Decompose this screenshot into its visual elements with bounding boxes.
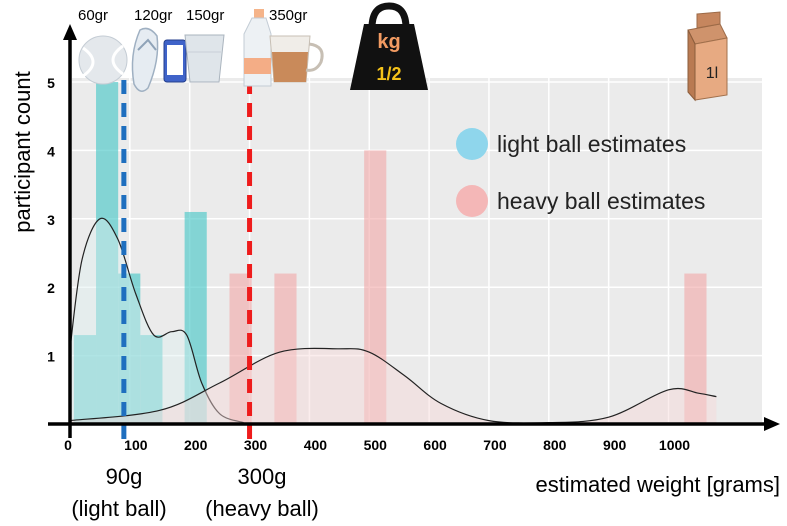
legend-label-heavy: heavy ball estimates: [497, 188, 705, 214]
flip-flop-icon: [131, 27, 159, 92]
density-fill-1: [70, 348, 717, 424]
x-axis-title: estimated weight [grams]: [535, 472, 780, 497]
y-tick-label-4: 4: [47, 143, 55, 159]
y-axis-title: participant count: [10, 71, 35, 232]
glass-icon: [184, 34, 225, 83]
water-bottle-icon: [243, 9, 272, 87]
reference-lines: [121, 80, 253, 440]
x-tick-label-200: 200: [184, 437, 208, 453]
tennis-ball-weight-label: 60gr: [78, 7, 108, 24]
y-tick-label-5: 5: [47, 75, 55, 91]
legend-swatch-heavy: [456, 185, 488, 217]
milk-carton-icon: 1l: [687, 11, 728, 102]
light-ball-weight-label: 90g: [106, 464, 143, 489]
phone-glass-weight-label: 150gr: [186, 7, 224, 24]
light-bar-4: [184, 211, 207, 424]
kettlebell-unit-label: kg: [377, 31, 400, 53]
reference-labels: 90g (light ball) 300g (heavy ball): [71, 464, 319, 521]
x-tick-label-600: 600: [423, 437, 447, 453]
legend-swatch-light: [456, 128, 488, 160]
density-fill-0: [70, 218, 244, 424]
weight-reference-icons: 60gr 120gr 150gr 350gr: [78, 2, 728, 102]
x-tick-label-800: 800: [543, 437, 567, 453]
heavy-bar-0: [229, 273, 252, 424]
light-ball-caption: (light ball): [71, 496, 166, 521]
flip-flop-weight-label: 120gr: [134, 7, 172, 24]
heavy-ball-caption: (heavy ball): [205, 496, 319, 521]
density-curve-0: [69, 217, 244, 424]
kettlebell-weight-icon: kg 1/2: [350, 2, 428, 90]
heavy-bar-3: [684, 273, 707, 424]
kettlebell-fraction-label: 1/2: [376, 64, 401, 84]
x-axis-arrow: [764, 417, 780, 431]
axes: [48, 24, 780, 438]
heavy-bar-1: [274, 273, 297, 424]
x-tick-label-500: 500: [364, 437, 388, 453]
x-tick-label-100: 100: [124, 437, 148, 453]
legend: light ball estimates heavy ball estimate…: [456, 128, 705, 217]
light-bar-3: [140, 335, 163, 424]
legend-label-light: light ball estimates: [497, 131, 686, 157]
density-curve-1: [69, 347, 717, 424]
x-tick-label-1000: 1000: [659, 437, 690, 453]
light-bar-0: [73, 335, 97, 424]
milk-carton-volume-label: 1l: [706, 65, 718, 82]
y-tick-label-2: 2: [47, 280, 55, 296]
smartphone-icon: [163, 39, 187, 83]
heavy-ball-weight-label: 300g: [238, 464, 287, 489]
x-tick-label-400: 400: [304, 437, 328, 453]
mug-icon: [269, 35, 324, 83]
heavy-bar-2: [364, 150, 387, 424]
light-bar-1: [96, 82, 119, 424]
x-tick-label-900: 900: [603, 437, 627, 453]
y-tick-label-3: 3: [47, 212, 55, 228]
tennis-ball-icon: [78, 35, 128, 85]
y-tick-labels: 1 2 3 4 5: [47, 75, 55, 365]
bottle-mug-weight-label: 350gr: [269, 7, 307, 24]
density-curves: [69, 217, 717, 424]
x-tick-labels: 0 100 200 300 400 500 600 700 800 900 1000: [64, 437, 690, 453]
x-tick-label-700: 700: [483, 437, 507, 453]
y-tick-label-1: 1: [47, 349, 55, 365]
y-axis-arrow: [63, 24, 77, 40]
x-tick-label-0: 0: [64, 437, 72, 453]
x-tick-label-300: 300: [244, 437, 268, 453]
heavy-ball-bars: [229, 150, 707, 424]
